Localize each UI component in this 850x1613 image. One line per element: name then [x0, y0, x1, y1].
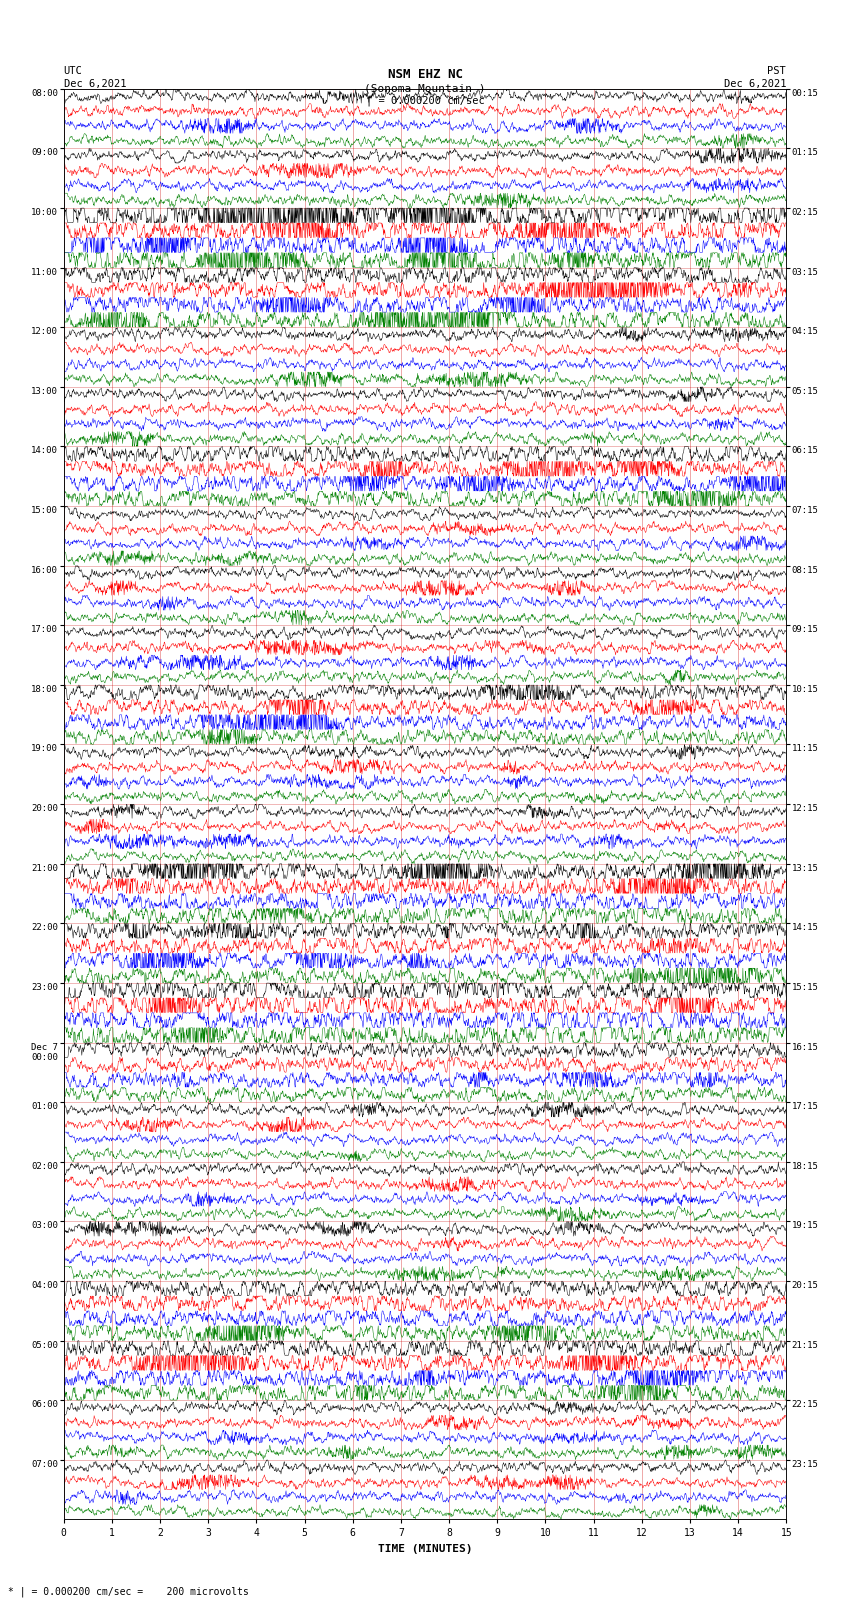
Text: PST: PST — [768, 66, 786, 76]
Text: UTC: UTC — [64, 66, 82, 76]
Text: Dec 6,2021: Dec 6,2021 — [723, 79, 786, 89]
X-axis label: TIME (MINUTES): TIME (MINUTES) — [377, 1544, 473, 1553]
Text: NSM EHZ NC: NSM EHZ NC — [388, 68, 462, 81]
Text: * | = 0.000200 cm/sec =    200 microvolts: * | = 0.000200 cm/sec = 200 microvolts — [8, 1586, 249, 1597]
Text: | = 0.000200 cm/sec: | = 0.000200 cm/sec — [366, 95, 484, 106]
Text: (Sonoma Mountain ): (Sonoma Mountain ) — [365, 84, 485, 94]
Text: Dec 6,2021: Dec 6,2021 — [64, 79, 127, 89]
